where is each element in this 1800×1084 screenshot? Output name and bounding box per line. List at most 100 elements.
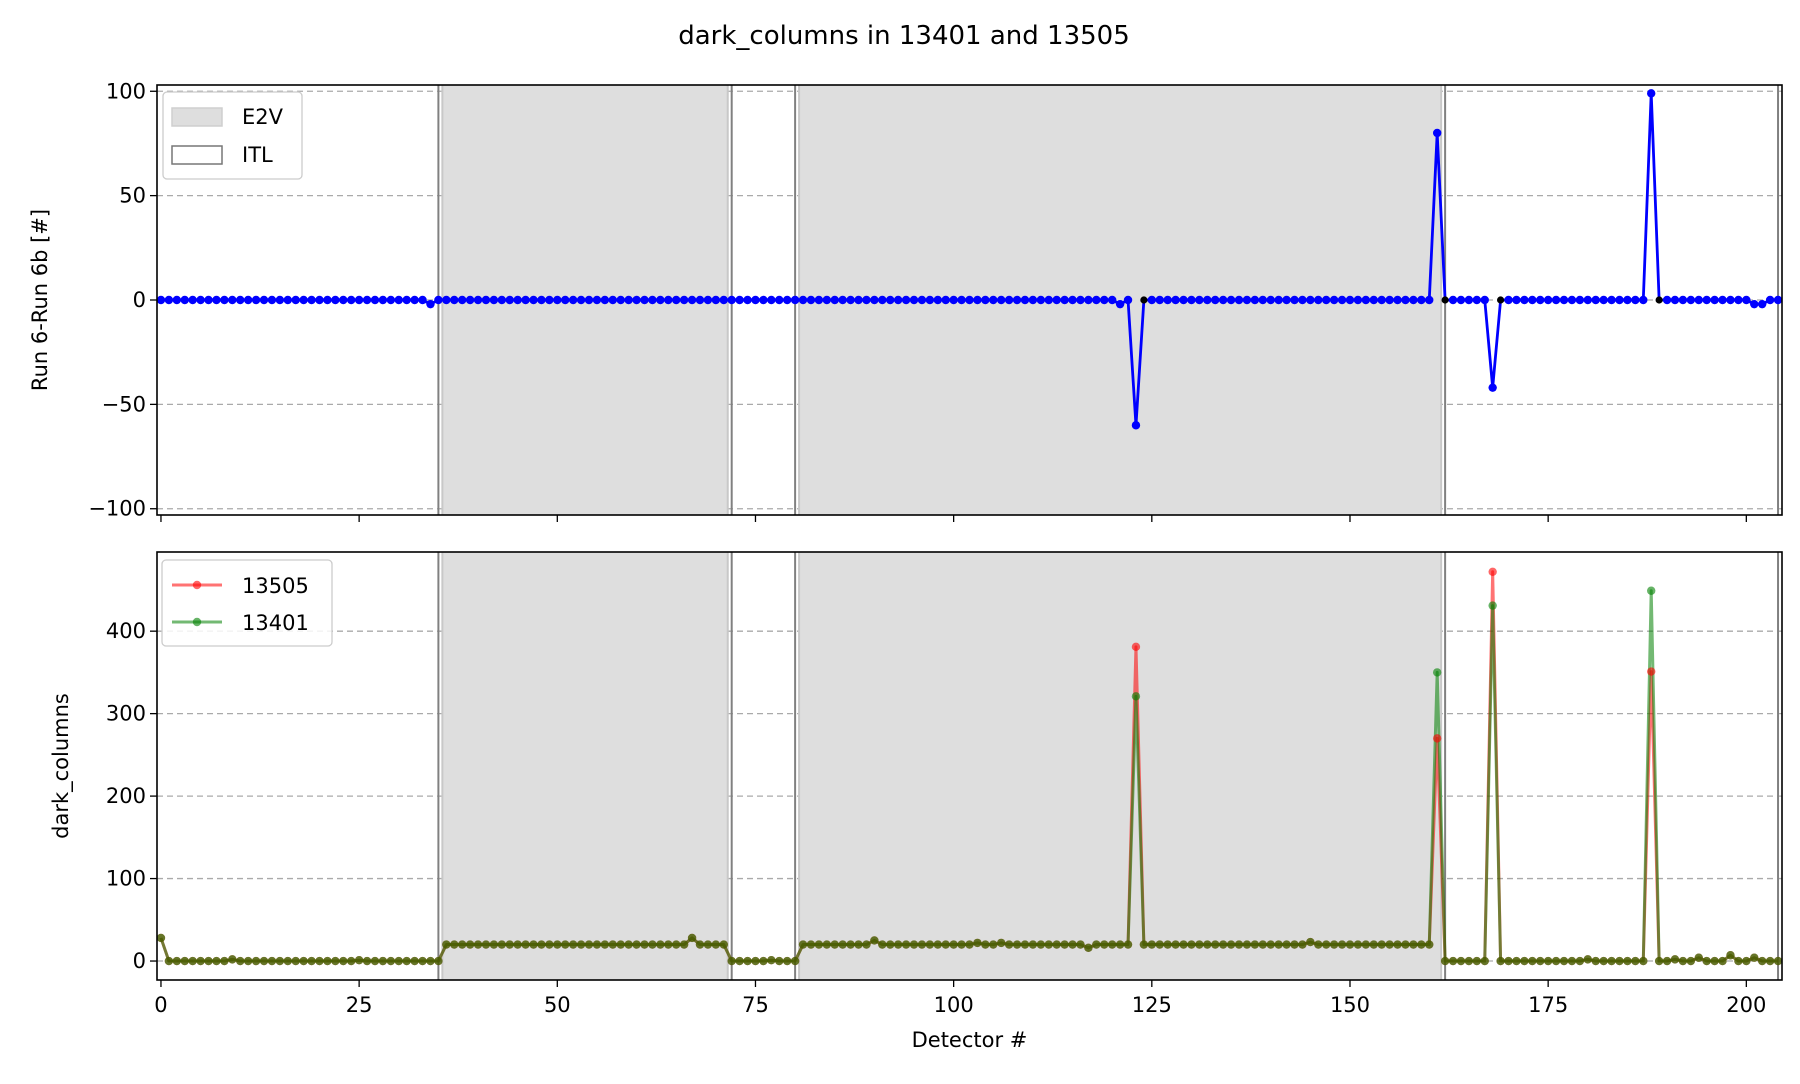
data-point-diff bbox=[505, 295, 514, 305]
x-tick-label: 0 bbox=[154, 993, 167, 1017]
data-point-diff bbox=[339, 295, 348, 305]
data-point-13401 bbox=[775, 956, 784, 966]
data-point-diff bbox=[521, 295, 530, 305]
data-point-13401 bbox=[1179, 940, 1188, 949]
data-point-diff bbox=[156, 295, 166, 305]
data-point-13401 bbox=[814, 940, 824, 949]
data-point-13401 bbox=[394, 956, 403, 966]
data-point-13401 bbox=[180, 956, 189, 966]
data-point-13401 bbox=[886, 940, 895, 949]
data-point-diff bbox=[1488, 383, 1497, 392]
data-point-diff bbox=[1107, 295, 1117, 305]
data-point-13401 bbox=[1068, 940, 1077, 949]
data-point-13401 bbox=[1250, 940, 1260, 949]
data-point-13401 bbox=[196, 956, 205, 966]
data-point-13401 bbox=[1686, 956, 1696, 966]
data-point-zero bbox=[1140, 296, 1148, 304]
data-point-diff bbox=[323, 295, 332, 305]
data-point-diff bbox=[545, 295, 554, 305]
legend-swatch-e2v bbox=[171, 107, 223, 127]
data-point-diff bbox=[1020, 295, 1030, 305]
data-point-13401 bbox=[386, 956, 396, 966]
data-point-diff bbox=[592, 295, 602, 305]
data-point-13401 bbox=[1084, 943, 1093, 953]
data-point-13401 bbox=[1432, 668, 1442, 677]
data-point-13401 bbox=[1528, 956, 1537, 966]
data-point-13401 bbox=[1496, 956, 1505, 966]
data-point-diff bbox=[917, 295, 927, 305]
data-point-diff bbox=[1314, 295, 1323, 305]
data-point-diff bbox=[1694, 295, 1703, 305]
data-point-diff bbox=[1076, 295, 1085, 305]
data-point-13401 bbox=[1020, 940, 1030, 949]
data-point-13401 bbox=[529, 940, 538, 949]
data-point-diff bbox=[695, 295, 705, 305]
data-point-13401 bbox=[1337, 940, 1347, 949]
data-point-13401 bbox=[1282, 940, 1291, 949]
data-point-13401 bbox=[1100, 940, 1109, 949]
data-point-diff bbox=[1028, 295, 1038, 305]
data-point-diff bbox=[925, 295, 935, 305]
data-point-13401 bbox=[798, 940, 808, 949]
x-tick-label: 100 bbox=[934, 993, 974, 1017]
legend-box bbox=[161, 559, 333, 647]
data-point-diff bbox=[1765, 295, 1775, 305]
data-point-13401 bbox=[981, 940, 990, 949]
data-point-13401 bbox=[450, 940, 459, 949]
data-point-13401 bbox=[957, 940, 966, 949]
data-point-diff bbox=[1734, 295, 1743, 305]
data-point-diff bbox=[1100, 295, 1109, 305]
data-point-diff bbox=[164, 295, 174, 305]
data-point-diff bbox=[1337, 295, 1347, 305]
data-point-diff bbox=[1623, 295, 1632, 305]
data-point-13401 bbox=[743, 956, 752, 966]
data-point-diff bbox=[1179, 295, 1188, 305]
data-point-13401 bbox=[1623, 956, 1632, 966]
x-tick-label: 50 bbox=[544, 993, 571, 1017]
axes-frame bbox=[156, 84, 1783, 516]
data-point-diff bbox=[283, 295, 292, 305]
data-point-13401 bbox=[1060, 940, 1069, 949]
x-tick-label: 125 bbox=[1132, 993, 1172, 1017]
data-point-13401 bbox=[806, 940, 816, 949]
data-point-diff bbox=[1456, 295, 1466, 305]
data-point-13401 bbox=[1306, 937, 1315, 947]
data-point-13401 bbox=[1234, 940, 1244, 949]
legend-swatch-itl bbox=[171, 145, 223, 165]
data-point-diff bbox=[1607, 295, 1616, 305]
data-point-13401 bbox=[513, 940, 522, 949]
data-point-diff bbox=[1504, 295, 1513, 305]
data-point-13505 bbox=[1131, 642, 1141, 652]
data-point-13401 bbox=[339, 956, 348, 966]
data-point-diff bbox=[1195, 295, 1204, 305]
data-point-diff bbox=[172, 295, 182, 305]
data-point-diff bbox=[624, 295, 633, 305]
data-point-diff bbox=[1147, 295, 1157, 305]
data-point-diff bbox=[1361, 295, 1371, 305]
data-point-13401 bbox=[1742, 956, 1751, 966]
data-point-13401 bbox=[1147, 940, 1157, 949]
data-point-13401 bbox=[632, 940, 641, 949]
data-point-13401 bbox=[1203, 940, 1212, 949]
legend-marker-13401 bbox=[192, 617, 202, 627]
data-point-diff bbox=[909, 295, 919, 305]
data-point-13401 bbox=[1536, 956, 1545, 966]
data-point-13401 bbox=[1329, 940, 1339, 949]
data-point-13401 bbox=[568, 940, 578, 949]
data-point-diff bbox=[1322, 295, 1331, 305]
data-point-13401 bbox=[917, 940, 927, 949]
data-point-diff bbox=[1123, 295, 1133, 305]
data-point-13401 bbox=[1765, 956, 1775, 966]
data-point-13401 bbox=[1298, 940, 1307, 949]
y-tick-label: 100 bbox=[106, 79, 146, 103]
data-point-diff bbox=[228, 295, 237, 305]
data-point-13401 bbox=[172, 956, 182, 966]
legend-label-13401: 13401 bbox=[242, 611, 309, 635]
data-point-13401 bbox=[418, 956, 427, 966]
data-point-diff bbox=[1670, 295, 1680, 305]
data-point-13401 bbox=[1583, 955, 1592, 964]
data-point-diff bbox=[1203, 295, 1212, 305]
data-point-diff bbox=[1710, 295, 1719, 305]
data-point-diff bbox=[553, 295, 562, 305]
data-point-13401 bbox=[275, 956, 285, 966]
